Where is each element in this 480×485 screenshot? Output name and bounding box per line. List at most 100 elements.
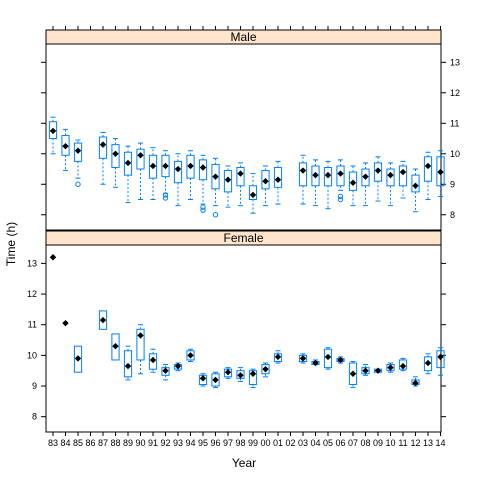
y-tick-label: 8: [32, 412, 37, 422]
box-rect: [61, 134, 70, 156]
x-tick-label: 09: [373, 438, 383, 448]
median-marker: [162, 367, 169, 374]
median-marker: [424, 359, 432, 367]
box-male-88: [111, 138, 120, 188]
box-rect: [98, 310, 108, 330]
median-marker: [124, 159, 132, 167]
median-marker: [412, 379, 419, 387]
median-marker: [74, 147, 82, 154]
x-tick-label: 87: [98, 438, 108, 448]
box-rect: [323, 166, 333, 187]
box-rect: [386, 168, 395, 187]
box-rect: [323, 348, 333, 369]
median-marker: [74, 355, 82, 362]
median-marker: [299, 167, 307, 174]
box-male-84: [61, 128, 70, 172]
median-marker: [312, 171, 319, 179]
x-tick-label: 06: [335, 438, 345, 448]
box-male-13: [423, 151, 433, 201]
box-female-92: [161, 364, 170, 381]
median-marker: [274, 176, 282, 183]
box-rect: [398, 165, 408, 187]
median-marker: [437, 168, 444, 176]
box-male-94: [186, 150, 195, 201]
y-tick-label: 13: [450, 57, 460, 67]
box-female-84: [62, 319, 69, 327]
box-female-85: [73, 345, 83, 373]
median-marker: [237, 372, 244, 379]
box-male-89: [123, 145, 133, 204]
box-female-88: [111, 333, 120, 361]
box-rect: [186, 350, 195, 361]
x-tick-label: 96: [210, 438, 220, 448]
box-female-08: [361, 364, 370, 376]
box-female-89: [123, 345, 133, 381]
median-marker: [399, 362, 407, 370]
y-tick-label: 12: [450, 88, 460, 98]
box-male-01: [273, 160, 283, 205]
median-marker: [324, 171, 332, 179]
box-male-12: [411, 168, 420, 213]
box-female-14: [436, 347, 445, 376]
x-tick-label: 05: [323, 438, 333, 448]
median-marker: [62, 319, 69, 327]
median-marker: [224, 369, 232, 376]
x-axis-title: Year: [232, 456, 256, 470]
box-rect: [123, 350, 133, 378]
box-female-03: [298, 353, 308, 364]
median-marker: [387, 171, 394, 179]
box-female-04: [311, 359, 320, 367]
box-rect: [223, 170, 233, 193]
median-marker: [137, 152, 144, 159]
box-rect: [298, 162, 308, 187]
median-marker: [399, 168, 407, 176]
box-female-10: [386, 362, 395, 373]
median-marker: [149, 356, 157, 364]
box-rect: [186, 154, 195, 179]
box-female-99: [248, 368, 258, 389]
box-rect: [311, 165, 320, 187]
box-male-87: [98, 131, 108, 185]
box-female-11: [398, 357, 408, 372]
median-marker: [249, 370, 257, 377]
x-tick-label: 00: [260, 438, 270, 448]
box-female-05: [323, 347, 333, 370]
box-rect: [73, 345, 83, 373]
box-female-87: [98, 310, 108, 330]
median-marker: [174, 362, 182, 370]
box-female-13: [423, 353, 433, 375]
median-marker: [137, 332, 144, 339]
box-rect: [261, 364, 270, 375]
x-tick-label: 86: [85, 438, 95, 448]
box-female-90: [136, 324, 145, 375]
median-marker: [274, 353, 282, 361]
x-tick-label: 07: [348, 438, 358, 448]
median-marker: [162, 162, 169, 170]
box-male-10: [386, 162, 395, 207]
box-rect: [261, 170, 270, 190]
median-marker: [362, 173, 369, 180]
median-marker: [249, 191, 257, 199]
box-male-04: [311, 159, 320, 207]
box-male-07: [348, 165, 358, 207]
x-tick-label: 92: [160, 438, 170, 448]
outlier-point: [75, 181, 81, 187]
median-marker: [412, 182, 419, 189]
box-rect: [198, 159, 208, 181]
box-female-09: [373, 367, 383, 374]
box-rect: [148, 353, 158, 370]
box-rect: [161, 154, 170, 178]
box-rect: [423, 156, 433, 182]
box-female-07: [348, 360, 358, 389]
outlier-point: [212, 212, 219, 218]
median-marker: [237, 170, 244, 177]
box-rect: [136, 148, 145, 170]
x-tick-label: 03: [298, 438, 308, 448]
box-female-91: [148, 348, 158, 373]
box-male-96: [211, 157, 220, 218]
panel-strip-label: Male: [230, 30, 256, 44]
box-male-93: [173, 153, 183, 207]
median-marker: [437, 353, 444, 361]
